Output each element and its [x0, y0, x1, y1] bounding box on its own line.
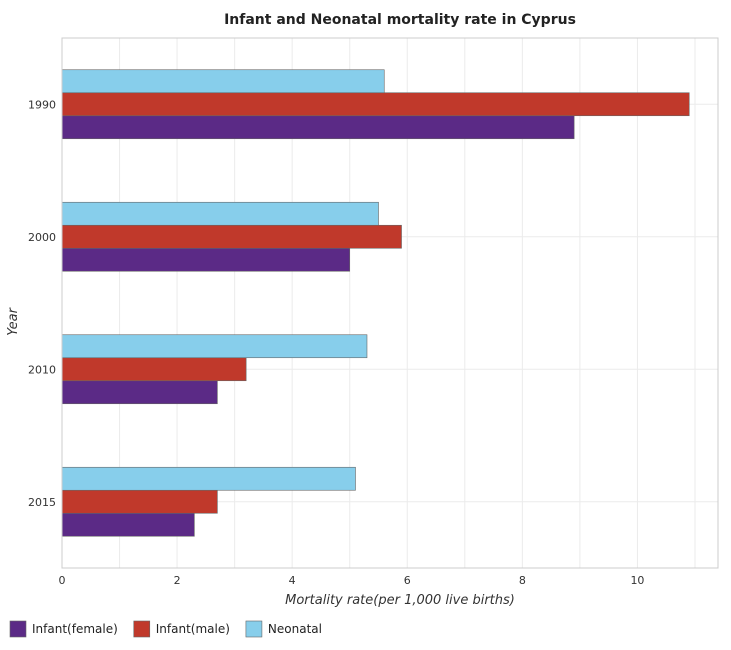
legend-label: Infant(male)	[156, 622, 230, 636]
x-axis-ticks: 0 2 4 6 8 10	[59, 574, 645, 587]
y-tick-label: 1990	[28, 98, 56, 111]
legend-swatch	[245, 620, 263, 638]
x-axis-label: Mortality rate(per 1,000 live births)	[285, 593, 515, 608]
bar-neonatal-2000	[61, 201, 379, 226]
y-axis-ticks: 1990 2000 2010 2015	[28, 98, 56, 509]
x-tick-label: 8	[519, 574, 526, 587]
bar-neonatal-1990	[61, 69, 385, 94]
chart-title: Infant and Neonatal mortality rate in Cy…	[224, 12, 576, 28]
x-tick-label: 4	[289, 574, 296, 587]
legend-label: Infant(female)	[32, 622, 118, 636]
bar-infant-male-1990	[61, 92, 690, 117]
legend-swatch	[133, 620, 151, 638]
y-tick-label: 2000	[28, 231, 56, 244]
bar-infant-male-2010	[61, 357, 247, 382]
bars	[61, 69, 690, 537]
bar-infant-female-2010	[61, 380, 218, 405]
legend-swatch	[9, 620, 27, 638]
bar-infant-male-2015	[61, 489, 218, 514]
bar-neonatal-2015	[61, 466, 356, 491]
y-tick-label: 2010	[28, 363, 56, 376]
legend: Infant(female) Infant(male) Neonatal	[9, 620, 322, 638]
plot-frame	[61, 37, 719, 569]
y-tick-label: 2015	[28, 496, 56, 509]
x-tick-label: 6	[404, 574, 411, 587]
bar-infant-female-2000	[61, 247, 351, 272]
y-axis-label: Year	[6, 306, 21, 335]
bar-infant-female-2015	[61, 512, 195, 537]
legend-label: Neonatal	[268, 622, 322, 636]
bar-neonatal-2010	[61, 334, 368, 359]
x-tick-label: 10	[630, 574, 644, 587]
bar-infant-female-1990	[61, 115, 575, 140]
x-tick-label: 2	[174, 574, 181, 587]
x-tick-label: 0	[59, 574, 66, 587]
bar-infant-male-2000	[61, 224, 402, 249]
